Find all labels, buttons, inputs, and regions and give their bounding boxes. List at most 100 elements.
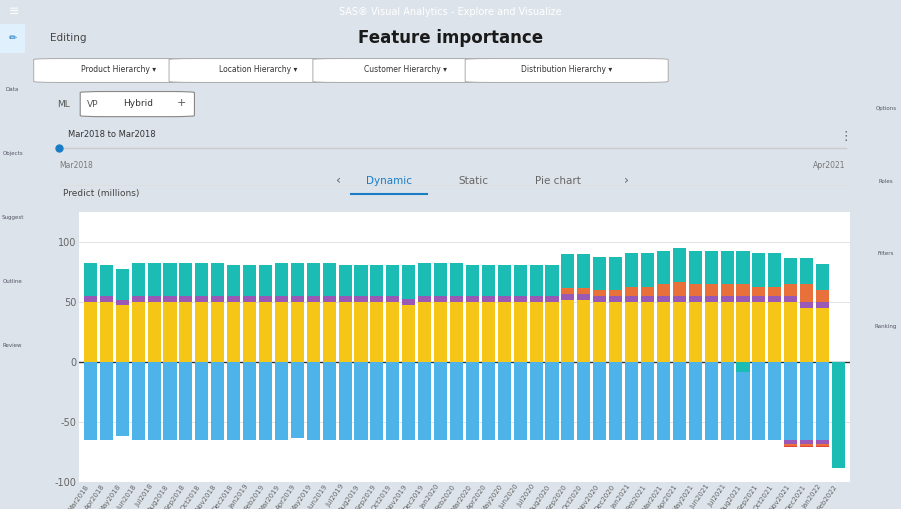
Bar: [450, 302, 463, 362]
Text: ML: ML: [57, 100, 69, 108]
Bar: [163, 302, 177, 362]
Bar: [291, 296, 304, 302]
Bar: [466, 296, 479, 302]
Bar: [578, 362, 590, 440]
Text: Data: Data: [6, 88, 19, 93]
Bar: [657, 250, 670, 284]
Bar: [196, 263, 208, 296]
Text: Suggest: Suggest: [2, 215, 23, 220]
Bar: [816, 308, 829, 362]
Bar: [259, 296, 272, 302]
Bar: [402, 299, 415, 304]
Bar: [434, 296, 447, 302]
Bar: [736, 302, 750, 362]
Bar: [688, 296, 702, 302]
Text: Ranking: Ranking: [875, 324, 897, 329]
Bar: [514, 296, 527, 302]
Bar: [100, 265, 113, 296]
Bar: [482, 302, 495, 362]
Bar: [784, 302, 797, 362]
Bar: [243, 362, 256, 440]
Bar: [769, 302, 781, 362]
Bar: [784, 296, 797, 302]
Bar: [211, 302, 224, 362]
Bar: [609, 302, 623, 362]
FancyBboxPatch shape: [33, 59, 203, 82]
Bar: [306, 296, 320, 302]
Bar: [275, 302, 288, 362]
Bar: [673, 296, 686, 302]
Bar: [227, 265, 241, 296]
Bar: [115, 300, 129, 304]
Bar: [0, 24, 25, 53]
Bar: [163, 362, 177, 440]
Bar: [530, 265, 542, 296]
Bar: [578, 300, 590, 362]
Bar: [545, 302, 559, 362]
Bar: [291, 362, 304, 438]
Bar: [275, 263, 288, 296]
Bar: [641, 302, 654, 362]
Bar: [769, 253, 781, 287]
Bar: [434, 263, 447, 296]
Text: Static: Static: [459, 176, 488, 186]
Bar: [450, 263, 463, 296]
Text: Mar2018 to Mar2018: Mar2018 to Mar2018: [68, 130, 155, 139]
Text: Objects: Objects: [3, 151, 23, 156]
Text: Customer Hierarchy ▾: Customer Hierarchy ▾: [364, 65, 448, 74]
Bar: [211, 296, 224, 302]
Bar: [259, 302, 272, 362]
Bar: [514, 302, 527, 362]
Text: Hybrid: Hybrid: [123, 99, 153, 108]
Bar: [657, 302, 670, 362]
Bar: [196, 296, 208, 302]
Bar: [163, 296, 177, 302]
Bar: [816, 264, 829, 290]
Bar: [211, 362, 224, 440]
Bar: [354, 296, 368, 302]
Bar: [354, 302, 368, 362]
Bar: [323, 296, 336, 302]
Text: Editing: Editing: [50, 33, 86, 43]
Text: Predict (millions): Predict (millions): [63, 189, 140, 199]
Bar: [752, 287, 766, 296]
Bar: [593, 302, 606, 362]
FancyBboxPatch shape: [465, 59, 669, 82]
Text: Distribution Hierarchy ▾: Distribution Hierarchy ▾: [521, 65, 613, 74]
Bar: [115, 304, 129, 362]
Bar: [196, 302, 208, 362]
Bar: [721, 284, 733, 296]
Bar: [514, 265, 527, 296]
Bar: [387, 265, 399, 296]
Bar: [609, 362, 623, 440]
Bar: [306, 302, 320, 362]
Bar: [115, 362, 129, 436]
Bar: [132, 296, 145, 302]
Bar: [800, 258, 814, 284]
Text: ⋮: ⋮: [840, 130, 852, 144]
Bar: [115, 269, 129, 300]
Bar: [625, 253, 638, 287]
Bar: [800, 308, 814, 362]
Bar: [418, 362, 432, 440]
Bar: [673, 302, 686, 362]
Text: Review: Review: [3, 343, 23, 348]
Text: Filters: Filters: [878, 251, 895, 257]
Bar: [402, 304, 415, 362]
Bar: [769, 296, 781, 302]
Bar: [323, 302, 336, 362]
Bar: [816, 444, 829, 446]
Text: ≡: ≡: [8, 6, 19, 18]
Bar: [132, 302, 145, 362]
Bar: [800, 444, 814, 446]
Bar: [561, 254, 575, 288]
Bar: [434, 362, 447, 440]
Bar: [800, 302, 814, 308]
Bar: [466, 362, 479, 440]
Bar: [370, 296, 384, 302]
Bar: [402, 362, 415, 440]
Bar: [657, 284, 670, 296]
Bar: [179, 296, 193, 302]
Text: SAS® Visual Analytics - Explore and Visualize: SAS® Visual Analytics - Explore and Visu…: [339, 7, 562, 17]
Bar: [370, 302, 384, 362]
